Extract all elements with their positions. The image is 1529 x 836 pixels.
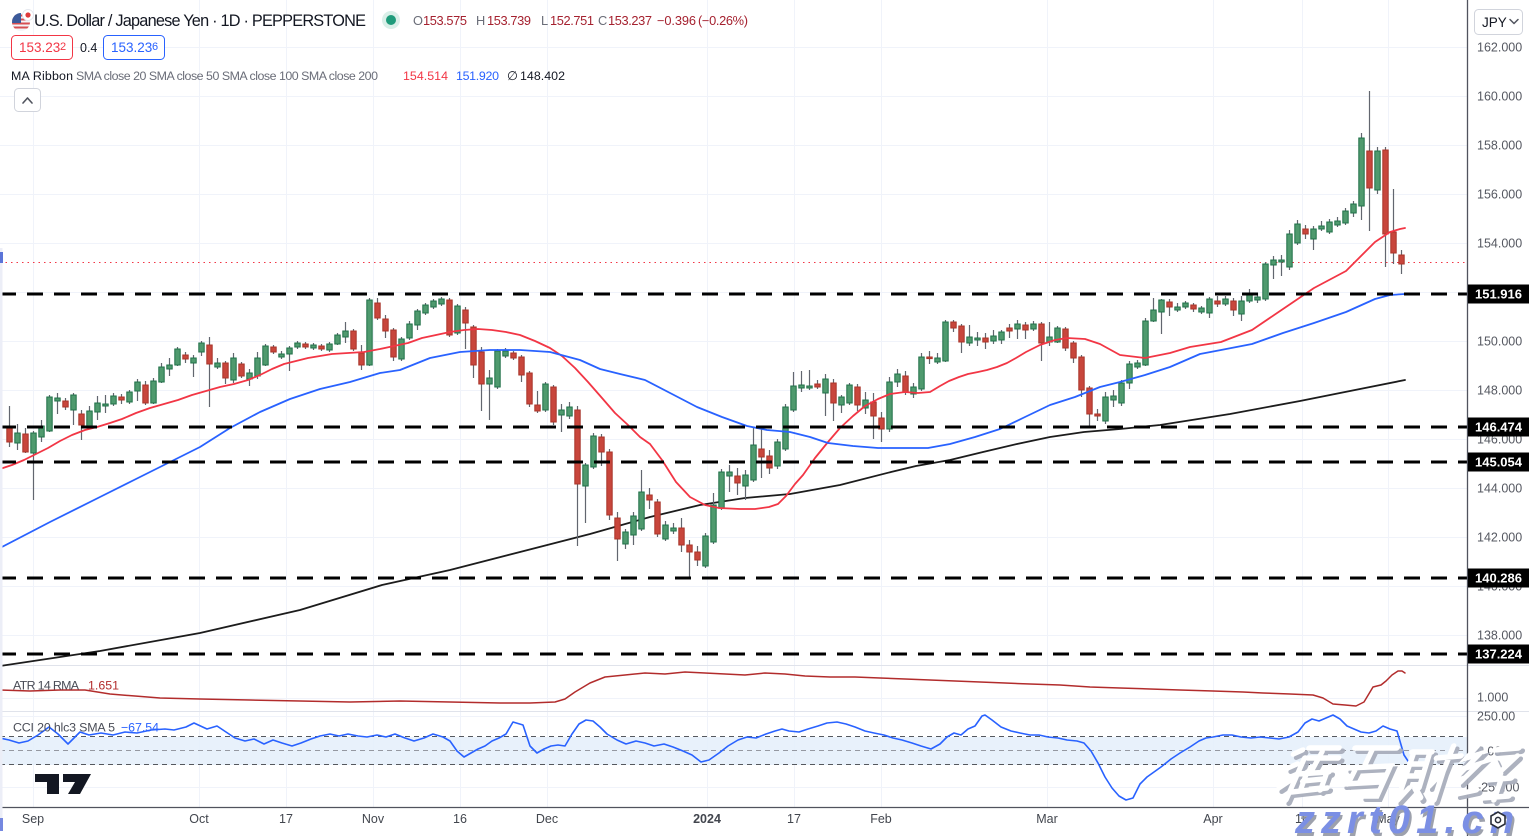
svg-text:17: 17 — [787, 812, 801, 826]
svg-text:L: L — [541, 13, 548, 28]
svg-text:151.920: 151.920 — [456, 69, 499, 83]
svg-text:156.000: 156.000 — [1477, 188, 1522, 202]
svg-text:17: 17 — [279, 812, 293, 826]
svg-text:16: 16 — [1295, 812, 1309, 826]
svg-text:MA Ribbon: MA Ribbon — [11, 69, 73, 83]
svg-text:May: May — [1376, 812, 1400, 826]
svg-text:145.054: 145.054 — [1475, 455, 1523, 470]
svg-text:250.00: 250.00 — [1477, 710, 1515, 724]
svg-text:144.000: 144.000 — [1477, 482, 1522, 496]
svg-text:−67.54: −67.54 — [121, 721, 159, 735]
svg-text:146.474: 146.474 — [1475, 420, 1523, 435]
svg-text:153.23: 153.23 — [19, 40, 60, 55]
svg-text:Feb: Feb — [870, 812, 892, 826]
svg-text:C: C — [598, 13, 607, 28]
svg-text:154.000: 154.000 — [1477, 237, 1522, 251]
svg-text:Mar: Mar — [1036, 812, 1058, 826]
svg-text:−0.396: −0.396 — [657, 13, 696, 28]
svg-text:H: H — [476, 13, 485, 28]
svg-text:1.000: 1.000 — [1477, 691, 1508, 705]
svg-text:142.000: 142.000 — [1477, 531, 1522, 545]
svg-text:153.739: 153.739 — [487, 13, 531, 28]
svg-text:153.23: 153.23 — [111, 40, 152, 55]
svg-text:Dec: Dec — [536, 812, 558, 826]
svg-text:154.514: 154.514 — [403, 69, 448, 83]
svg-text:153.237: 153.237 — [608, 13, 652, 28]
svg-text:∅: ∅ — [507, 69, 518, 83]
svg-text:1.651: 1.651 — [88, 679, 119, 693]
svg-text:zzrt01.cn: zzrt01.cn — [1294, 798, 1520, 836]
svg-text:16: 16 — [453, 812, 467, 826]
svg-text:U.S. Dollar / Japanese Yen · 1: U.S. Dollar / Japanese Yen · 1D · PEPPER… — [34, 12, 366, 30]
svg-text:162.000: 162.000 — [1477, 41, 1522, 55]
svg-text:152.751: 152.751 — [550, 13, 594, 28]
svg-text:Sep: Sep — [22, 812, 44, 826]
svg-text:zzrt01.cn: zzrt01.cn — [1296, 801, 1522, 836]
svg-text:0.4: 0.4 — [80, 41, 97, 55]
svg-text:CCI 20 hlc3 SMA 5: CCI 20 hlc3 SMA 5 — [13, 721, 115, 735]
svg-text:Oct: Oct — [189, 812, 209, 826]
svg-text:151.916: 151.916 — [1475, 287, 1522, 302]
svg-text:148.402: 148.402 — [520, 69, 565, 83]
svg-text:Nov: Nov — [362, 812, 385, 826]
svg-text:2: 2 — [60, 41, 66, 53]
svg-text:138.000: 138.000 — [1477, 629, 1522, 643]
svg-text:ATR 14 RMA: ATR 14 RMA — [13, 679, 80, 693]
svg-text:6: 6 — [152, 41, 158, 53]
svg-text:2024: 2024 — [693, 812, 721, 826]
svg-text:O: O — [413, 13, 423, 28]
svg-text:150.000: 150.000 — [1477, 335, 1522, 349]
svg-text:JPY: JPY — [1482, 15, 1507, 30]
svg-text:(−0.26%): (−0.26%) — [698, 13, 748, 28]
svg-text:153.575: 153.575 — [423, 13, 467, 28]
svg-text:Apr: Apr — [1203, 812, 1222, 826]
svg-text:140.286: 140.286 — [1475, 571, 1522, 586]
svg-text:SMA close 20 SMA close 50 SMA: SMA close 20 SMA close 50 SMA close 100 … — [76, 69, 378, 83]
svg-text:158.000: 158.000 — [1477, 139, 1522, 153]
svg-text:148.000: 148.000 — [1477, 384, 1522, 398]
svg-text:160.000: 160.000 — [1477, 90, 1522, 104]
svg-text:137.224: 137.224 — [1475, 647, 1523, 662]
